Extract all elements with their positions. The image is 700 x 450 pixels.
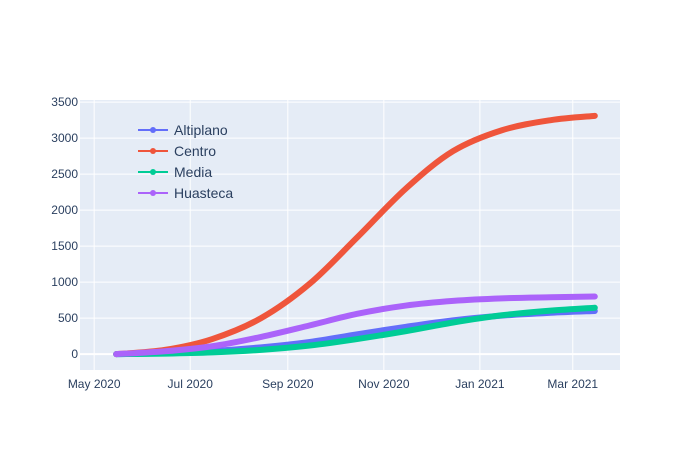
legend-marker-icon [150, 169, 156, 175]
y-tick-label: 0 [71, 347, 78, 361]
gridlines [80, 100, 620, 370]
legend-item-media[interactable]: Media [138, 164, 212, 180]
legend-marker-icon [150, 190, 156, 196]
legend-label: Centro [174, 143, 216, 159]
x-tick-label: Sep 2020 [262, 377, 314, 391]
y-tick-label: 3500 [51, 95, 78, 109]
legend[interactable]: Altiplano Centro Media Huasteca [138, 122, 233, 201]
y-tick-label: 2500 [51, 167, 78, 181]
legend-item-huasteca[interactable]: Huasteca [138, 185, 233, 201]
plot-area [80, 100, 620, 370]
x-tick-label: May 2020 [68, 377, 121, 391]
legend-label: Media [174, 164, 212, 180]
series-line-media[interactable] [113, 304, 598, 358]
y-tick-label: 2000 [51, 203, 78, 217]
legend-item-centro[interactable]: Centro [138, 143, 216, 159]
legend-label: Altiplano [174, 122, 228, 138]
x-axis-ticks: May 2020 Jul 2020 Sep 2020 Nov 2020 Jan 2021… [68, 377, 599, 391]
legend-marker-icon [150, 127, 156, 133]
y-tick-label: 500 [58, 311, 78, 325]
series-line-huasteca[interactable] [113, 293, 598, 358]
x-tick-label: Nov 2020 [358, 377, 410, 391]
legend-marker-icon [150, 148, 156, 154]
legend-label: Huasteca [174, 185, 233, 201]
y-tick-label: 1000 [51, 275, 78, 289]
series-lines [113, 112, 598, 358]
series-line-centro[interactable] [113, 112, 598, 358]
y-axis-ticks: 0 500 1000 1500 2000 2500 3000 3500 [51, 95, 78, 361]
x-tick-label: Jul 2020 [168, 377, 214, 391]
x-tick-label: Mar 2021 [547, 377, 598, 391]
x-tick-label: Jan 2021 [455, 377, 505, 391]
y-tick-label: 3000 [51, 131, 78, 145]
y-tick-label: 1500 [51, 239, 78, 253]
legend-item-altiplano[interactable]: Altiplano [138, 122, 228, 138]
